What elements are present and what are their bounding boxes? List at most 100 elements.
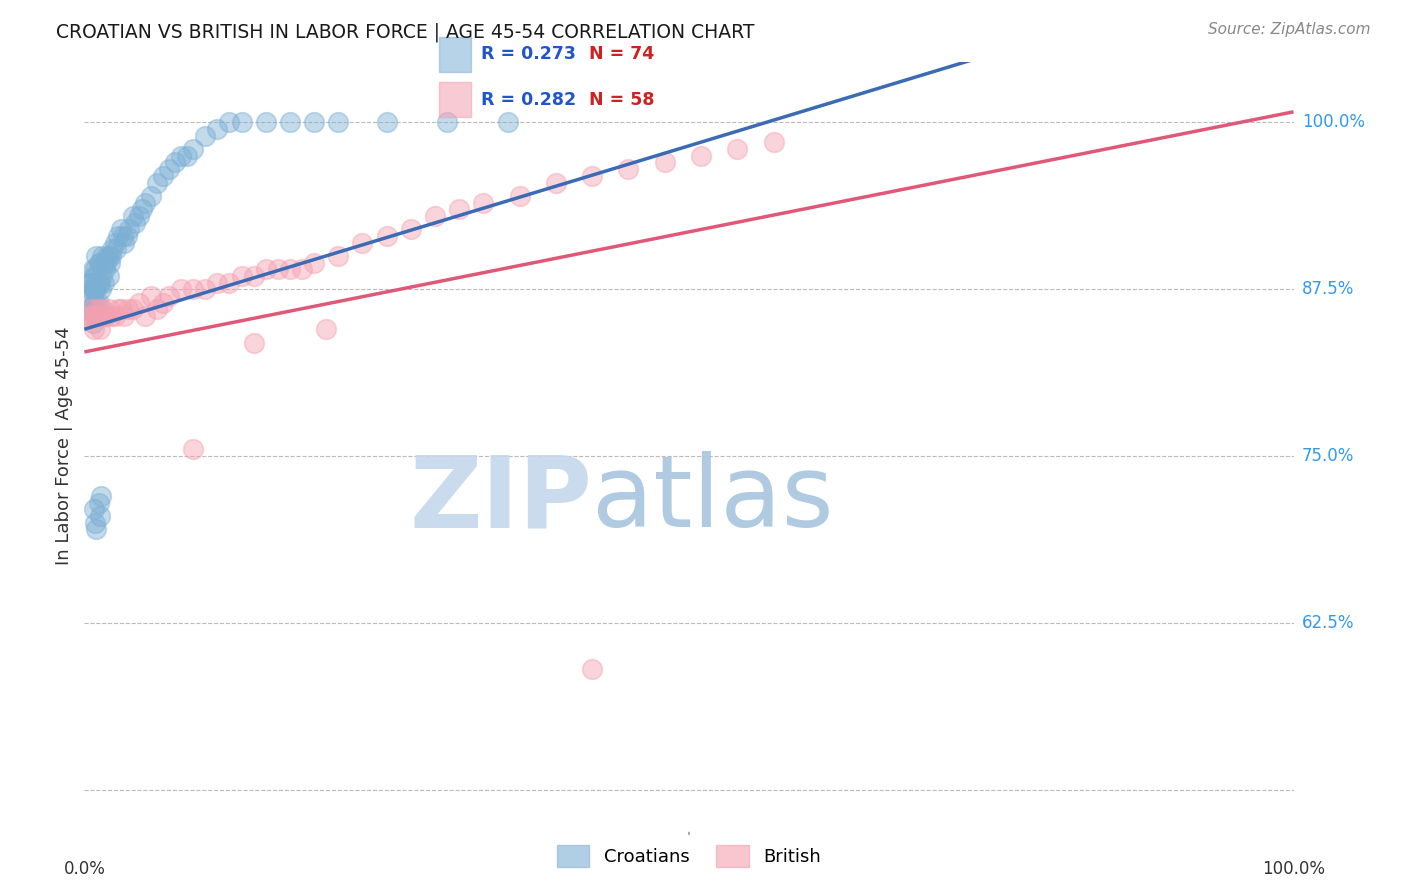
Text: N = 58: N = 58: [589, 91, 654, 109]
Point: [128, 295, 150, 310]
Point: [86, 295, 108, 310]
Point: [94, 309, 117, 323]
Point: [544, 176, 567, 190]
Legend: Croatians, British: Croatians, British: [550, 838, 828, 874]
Point: [581, 663, 603, 677]
Point: [121, 302, 143, 317]
Point: [128, 209, 150, 223]
Point: [79, 309, 101, 323]
Point: [218, 276, 240, 290]
Point: [87, 276, 110, 290]
Point: [139, 289, 162, 303]
Point: [89, 509, 111, 524]
Point: [101, 242, 124, 256]
Point: [79, 276, 101, 290]
Point: [762, 136, 785, 150]
Point: [84, 282, 107, 296]
Point: [89, 322, 111, 336]
Point: [423, 209, 446, 223]
Point: [399, 222, 422, 236]
Text: Source: ZipAtlas.com: Source: ZipAtlas.com: [1208, 22, 1371, 37]
Point: [118, 222, 141, 236]
Point: [117, 302, 139, 317]
Point: [83, 322, 105, 336]
Point: [302, 255, 325, 269]
Point: [91, 249, 114, 263]
Text: R = 0.282: R = 0.282: [481, 91, 575, 109]
Text: 100.0%: 100.0%: [1263, 860, 1324, 878]
Text: ZIP: ZIP: [409, 451, 592, 549]
Point: [157, 289, 180, 303]
Point: [472, 195, 495, 210]
Point: [97, 268, 120, 283]
Text: 87.5%: 87.5%: [1302, 280, 1354, 298]
Point: [242, 335, 264, 350]
Point: [278, 262, 301, 277]
Point: [278, 115, 301, 129]
Point: [375, 228, 398, 243]
Point: [509, 189, 531, 203]
Point: [93, 255, 115, 269]
Text: 62.5%: 62.5%: [1302, 614, 1354, 632]
Point: [496, 115, 519, 129]
Point: [82, 309, 104, 323]
Point: [124, 215, 146, 229]
Point: [146, 302, 169, 317]
Point: [110, 222, 132, 236]
Point: [90, 309, 112, 323]
Point: [176, 149, 198, 163]
Point: [157, 162, 180, 177]
Point: [83, 282, 105, 296]
Point: [89, 276, 111, 290]
Point: [449, 202, 471, 217]
Point: [87, 496, 110, 510]
Point: [436, 115, 458, 129]
Point: [302, 115, 325, 129]
Point: [112, 309, 135, 323]
Point: [218, 115, 240, 129]
Point: [82, 262, 104, 277]
Point: [139, 189, 162, 203]
Point: [100, 309, 122, 323]
Point: [134, 309, 156, 323]
Point: [121, 209, 143, 223]
Text: atlas: atlas: [592, 451, 834, 549]
Point: [112, 235, 135, 250]
Point: [194, 128, 217, 143]
Point: [328, 115, 350, 129]
Point: [131, 202, 153, 217]
Point: [194, 282, 217, 296]
Point: [181, 142, 204, 156]
Point: [84, 516, 107, 530]
Point: [617, 162, 640, 177]
Point: [152, 169, 174, 183]
Point: [93, 276, 115, 290]
Point: [80, 302, 103, 317]
Point: [254, 115, 277, 129]
Point: [87, 309, 110, 323]
Point: [267, 262, 290, 277]
Point: [87, 295, 110, 310]
Point: [110, 302, 132, 317]
Point: [165, 155, 187, 169]
Point: [231, 268, 253, 283]
Point: [79, 276, 101, 290]
Point: [231, 115, 253, 129]
Text: 75.0%: 75.0%: [1302, 447, 1354, 465]
Text: CROATIAN VS BRITISH IN LABOR FORCE | AGE 45-54 CORRELATION CHART: CROATIAN VS BRITISH IN LABOR FORCE | AGE…: [56, 22, 755, 42]
Point: [328, 249, 350, 263]
Text: 0.0%: 0.0%: [63, 860, 105, 878]
Text: N = 74: N = 74: [589, 45, 654, 63]
Point: [84, 262, 107, 277]
Point: [93, 309, 115, 323]
Point: [115, 228, 138, 243]
Point: [86, 302, 108, 317]
Point: [242, 268, 264, 283]
Text: 100.0%: 100.0%: [1302, 113, 1365, 131]
Point: [181, 442, 204, 457]
Point: [207, 122, 229, 136]
Point: [94, 255, 117, 269]
Point: [83, 268, 105, 283]
Point: [84, 309, 107, 323]
Point: [104, 309, 127, 323]
